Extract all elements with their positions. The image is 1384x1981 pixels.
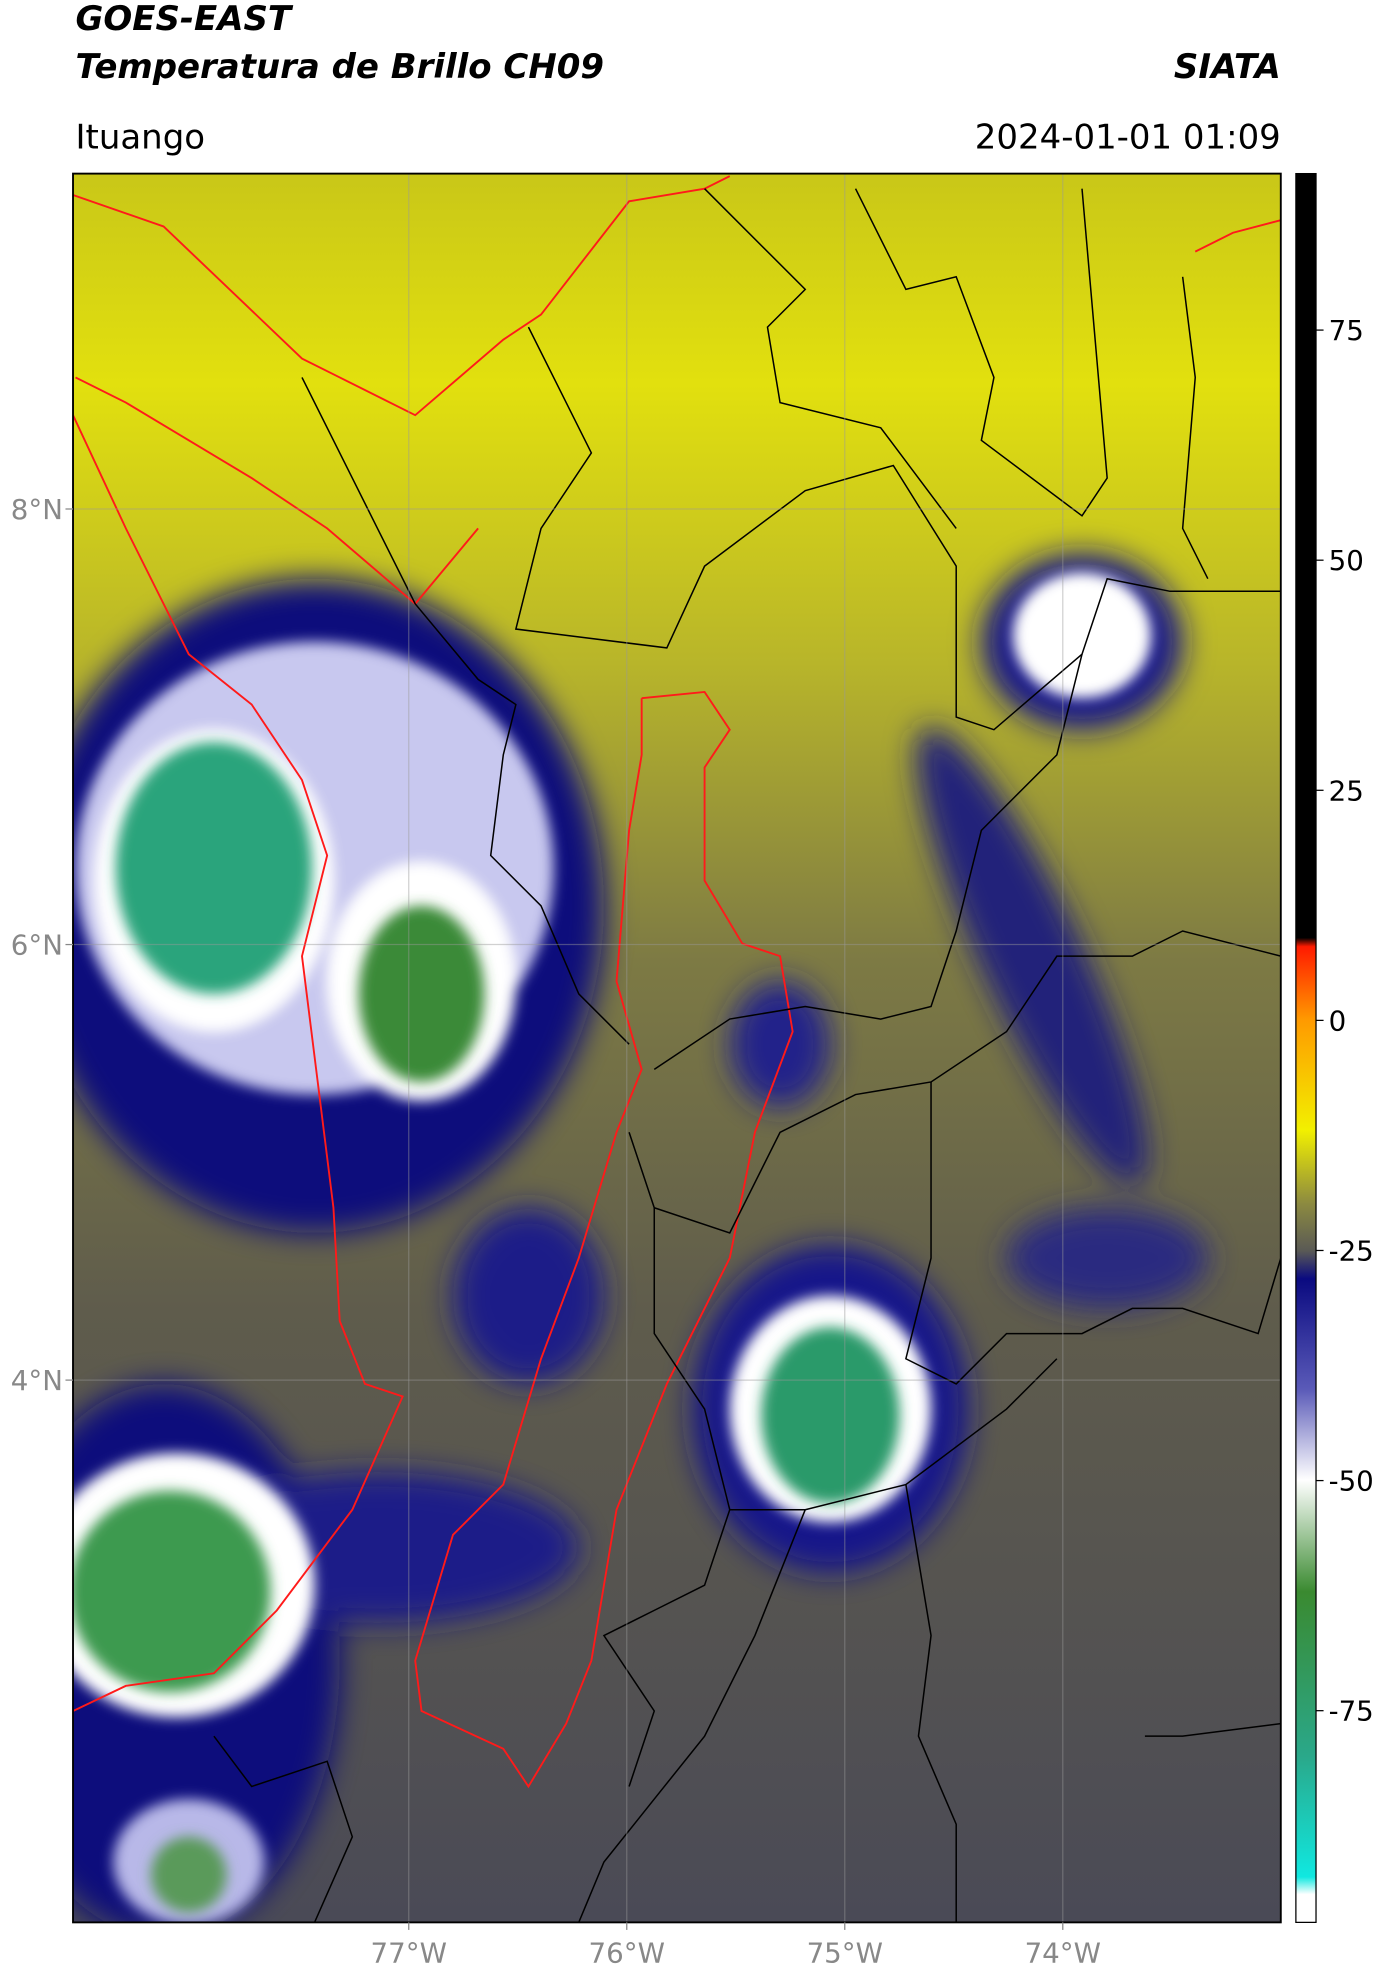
y-tick-label: 6°N (11, 929, 63, 962)
location: Ituango (76, 117, 206, 157)
map-frame (72, 172, 1282, 1924)
colorbar-tick-label: -25 (1329, 1235, 1374, 1268)
colorbar-tick-label: 0 (1329, 1004, 1347, 1037)
title: GOES-EAST (76, 0, 294, 39)
colorbar-tick-label: 50 (1329, 544, 1364, 577)
x-tick-label: 75°W (807, 1937, 883, 1970)
x-tick-label: 76°W (589, 1937, 665, 1970)
datetime: 2024-01-01 01:09 (975, 117, 1281, 157)
subtitle: Temperatura de Brillo CH09 (76, 47, 604, 87)
colorbar-tick-label: 75 (1329, 314, 1364, 347)
y-tick-label: 8°N (11, 493, 63, 526)
brand: SIATA (1174, 47, 1281, 87)
colorbar-tick-label: 25 (1329, 774, 1364, 807)
x-tick-label: 77°W (371, 1937, 447, 1970)
colorbar-tick-label: -75 (1329, 1695, 1374, 1728)
x-tick-label: 74°W (1025, 1937, 1101, 1970)
colorbar (1295, 172, 1317, 1924)
y-tick-label: 4°N (11, 1364, 63, 1397)
colorbar-tick-label: -50 (1329, 1465, 1374, 1498)
map-image (73, 173, 1281, 1923)
